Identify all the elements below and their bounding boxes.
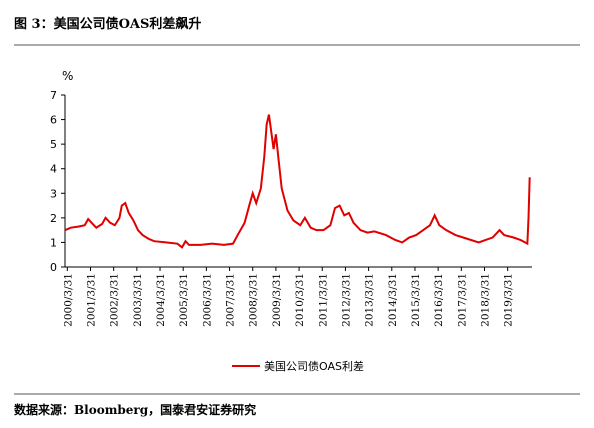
- x-tick-label: 2011/3/31: [317, 273, 329, 327]
- x-tick-label: 2005/3/31: [178, 273, 190, 327]
- x-tick-label: 2015/3/31: [410, 273, 422, 327]
- legend-label: 美国公司债OAS利差: [264, 359, 364, 373]
- y-tick-label: 7: [50, 89, 57, 102]
- y-tick-label: 3: [50, 187, 57, 200]
- x-tick-label: 2002/3/31: [109, 273, 121, 327]
- x-tick-label: 2019/3/31: [503, 273, 515, 327]
- x-tick-label: 2008/3/31: [248, 273, 260, 327]
- y-tick-label: 5: [50, 138, 57, 151]
- x-tick-label: 2016/3/31: [433, 273, 445, 327]
- y-axis-label: %: [62, 69, 73, 83]
- y-tick-label: 6: [50, 114, 57, 127]
- x-tick-label: 2017/3/31: [456, 273, 468, 327]
- x-tick-label: 2013/3/31: [364, 273, 376, 327]
- line-series: [64, 114, 531, 249]
- y-tick-label: 2: [50, 212, 57, 225]
- x-tick-label: 2018/3/31: [479, 273, 491, 327]
- x-tick-label: 2007/3/31: [225, 273, 237, 327]
- x-tick-label: 2012/3/31: [340, 273, 352, 327]
- x-tick-label: 2006/3/31: [201, 273, 213, 327]
- y-tick-label: 1: [50, 236, 57, 249]
- x-tick-label: 2003/3/31: [132, 273, 144, 327]
- x-tick-label: 2001/3/31: [85, 273, 97, 327]
- source: 数据来源：Bloomberg，国泰君安证券研究: [14, 402, 256, 417]
- x-tick-label: 2004/3/31: [155, 273, 167, 327]
- y-tick-label: 0: [50, 261, 57, 274]
- x-tick-label: 2009/3/31: [271, 273, 283, 327]
- x-tick-label: 2010/3/31: [294, 273, 306, 327]
- x-tick-label: 2000/3/31: [62, 273, 74, 327]
- x-tick-label: 2014/3/31: [387, 273, 399, 327]
- y-tick-label: 4: [50, 163, 57, 176]
- chart-title: 图 3：美国公司债OAS利差飙升: [14, 16, 201, 32]
